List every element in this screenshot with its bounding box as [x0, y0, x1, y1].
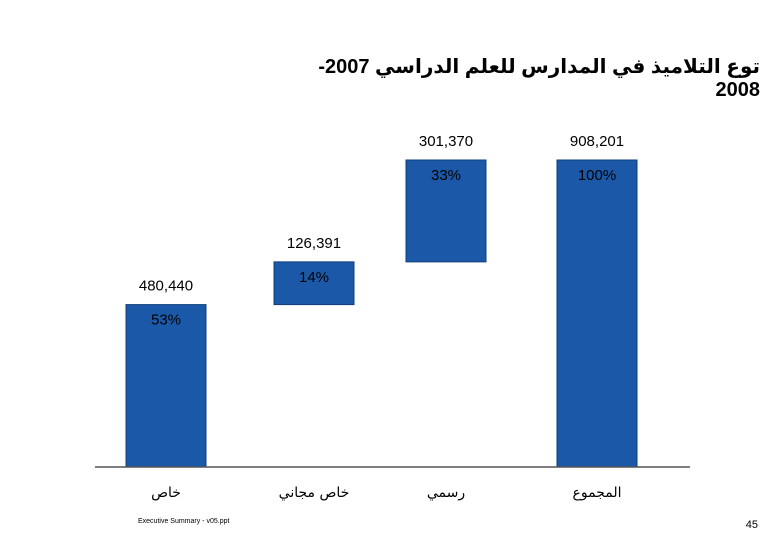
value-label-2: 126,391	[287, 235, 341, 252]
labels-layer: 480,440 53% 126,391 14% 301,370 33% 908,201 100…	[139, 133, 624, 329]
percent-label-4: 100%	[578, 167, 616, 184]
footer-filename: Executive Summary - v05.ppt	[138, 518, 230, 525]
value-label-1: 480,440	[139, 278, 193, 295]
value-label-4: 908,201	[570, 133, 624, 150]
bar-1	[125, 304, 207, 468]
bar-2	[273, 261, 355, 306]
bars-layer	[125, 159, 638, 468]
category-label-4: المجموع	[573, 485, 622, 501]
value-label-3: 301,370	[419, 133, 473, 150]
category-label-2: خاص مجاني	[279, 485, 350, 501]
percent-label-1: 53%	[151, 312, 181, 329]
category-label-1: خاص	[151, 485, 181, 501]
percent-label-3: 33%	[431, 167, 461, 184]
percent-label-2: 14%	[299, 269, 329, 286]
slide-title: توع التلاميذ في المدارس للعلم الدراسي 20…	[318, 56, 760, 101]
category-labels-layer: خاص خاص مجاني رسمي المجموع	[151, 485, 621, 501]
page-number: 45	[745, 519, 758, 531]
category-label-3: رسمي	[427, 485, 465, 501]
bar-3	[405, 159, 487, 263]
bar-4	[556, 159, 638, 468]
